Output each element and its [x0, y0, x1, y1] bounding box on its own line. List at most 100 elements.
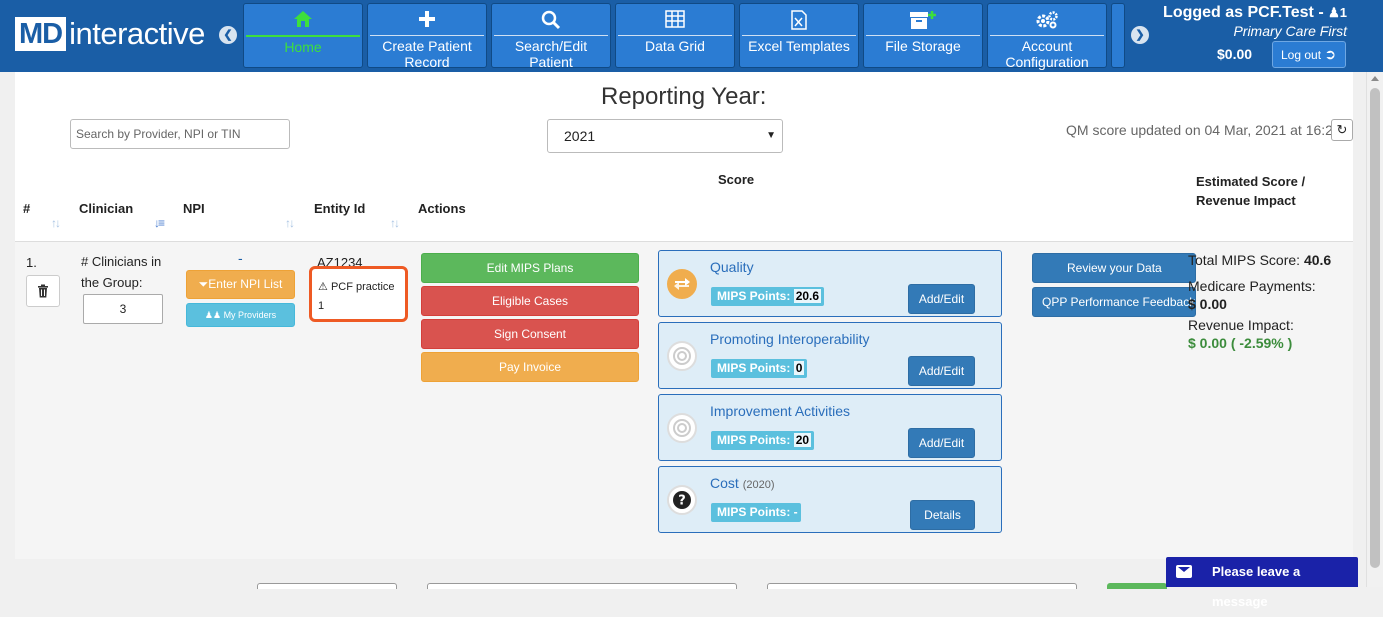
- column-header-clinician[interactable]: Clinician: [79, 201, 134, 216]
- score-title: Quality: [710, 259, 754, 275]
- score-title: Improvement Activities: [710, 403, 850, 419]
- arrows-exchange-icon: [667, 269, 697, 299]
- target-icon: [667, 341, 697, 371]
- nav-scroll-right-icon[interactable]: ❯: [1131, 26, 1149, 44]
- pcf-practice-label: PCF practice: [330, 281, 395, 293]
- mips-points-label: MIPS Points:: [717, 361, 791, 375]
- pay-invoice-button[interactable]: Pay Invoice: [421, 352, 639, 382]
- npi-value[interactable]: -: [238, 250, 243, 266]
- sort-icon[interactable]: ↑↓: [390, 216, 400, 230]
- provider-search-input[interactable]: [70, 119, 290, 149]
- score-title-text: Promoting Interoperability: [710, 331, 870, 347]
- mips-points-value: 20: [793, 433, 812, 447]
- nav-create-patient-record-button[interactable]: Create Patient Record: [367, 3, 487, 70]
- score-title-text: Quality: [710, 259, 754, 275]
- bottom-control[interactable]: [427, 583, 737, 589]
- score-card-promoting-interoperability: Promoting Interoperability MIPS Points: …: [658, 322, 1002, 389]
- nav-data-grid-button[interactable]: Data Grid: [615, 3, 735, 68]
- archive-icon: [864, 10, 982, 30]
- mips-points-value: 0: [793, 361, 805, 375]
- column-header-entity-id[interactable]: Entity Id: [314, 201, 366, 216]
- user-organization: Primary Care First: [1233, 23, 1347, 39]
- sign-consent-button[interactable]: Sign Consent: [421, 319, 639, 349]
- review-your-data-button[interactable]: Review your Data: [1032, 253, 1196, 283]
- logged-as-text: Logged as PCF.Test -: [1163, 4, 1324, 21]
- nav-search-edit-patient-button[interactable]: Search/Edit Patient: [491, 3, 611, 70]
- nav-file-storage-label: File Storage: [866, 35, 980, 54]
- reporting-year-select[interactable]: 2021 ▼: [547, 119, 783, 153]
- mips-points-label: MIPS Points: -: [717, 505, 798, 519]
- qm-score-updated-text: QM score updated on 04 Mar, 2021 at 16:2…: [1066, 122, 1341, 138]
- refresh-score-button[interactable]: ↻: [1331, 119, 1353, 141]
- nav-data-grid-label: Data Grid: [618, 35, 732, 54]
- user-icon[interactable]: ♟1: [1328, 5, 1347, 20]
- my-providers-button[interactable]: ♟♟ My Providers: [186, 303, 295, 327]
- column-header-estimated-score: Estimated Score / Revenue Impact: [1196, 174, 1306, 208]
- sort-icon[interactable]: ↑↓: [285, 216, 295, 230]
- header-divider: [15, 241, 1353, 242]
- sort-icon-active[interactable]: ↓≡: [154, 216, 165, 230]
- chat-widget-button[interactable]: Please leave a message: [1166, 557, 1358, 609]
- target-icon: [667, 413, 697, 443]
- scroll-up-arrow-icon[interactable]: [1371, 76, 1379, 81]
- bottom-control[interactable]: [767, 583, 1077, 589]
- mips-points-label: MIPS Points:: [717, 433, 791, 447]
- clinicians-in-group-label: # Clinicians in the Group:: [81, 254, 162, 290]
- score-title: Promoting Interoperability: [710, 331, 870, 347]
- scrollbar-thumb[interactable]: [1370, 88, 1380, 568]
- reporting-year-label: Reporting Year:: [601, 83, 767, 110]
- enter-npi-list-button[interactable]: ⏷Enter NPI List: [186, 270, 295, 299]
- account-balance: $0.00: [1217, 46, 1253, 62]
- sort-icon[interactable]: ↑↓: [51, 216, 61, 230]
- score-card-improvement-activities: Improvement Activities MIPS Points: 20 A…: [658, 394, 1002, 461]
- top-navigation-bar: MD interactive ❮ Home Create Patient Rec…: [0, 0, 1383, 72]
- page-scrollbar[interactable]: [1366, 72, 1383, 587]
- mips-points-label: MIPS Points:: [717, 289, 791, 303]
- nav-account-configuration-button[interactable]: Account Configuration: [987, 3, 1107, 70]
- nav-excel-templates-label: Excel Templates: [742, 35, 856, 54]
- excel-file-icon: [740, 10, 858, 30]
- nav-excel-templates-button[interactable]: Excel Templates: [739, 3, 859, 68]
- pcf-practice-warning[interactable]: ⚠ PCF practice 1: [309, 266, 408, 322]
- upload-icon: ⏷: [198, 277, 209, 291]
- cost-details-button[interactable]: Details: [910, 500, 975, 530]
- column-header-number: #: [23, 201, 31, 216]
- nav-file-storage-button[interactable]: File Storage: [863, 3, 983, 68]
- score-title-text: Cost: [710, 475, 739, 491]
- envelope-icon: [1176, 565, 1192, 578]
- eligible-cases-button[interactable]: Eligible Cases: [421, 286, 639, 316]
- nav-scroll-left-icon[interactable]: ❮: [219, 26, 237, 44]
- delete-row-button[interactable]: [26, 275, 60, 307]
- column-header-actions: Actions: [418, 201, 466, 216]
- mips-points-badge: MIPS Points: 20.6: [711, 287, 825, 306]
- reporting-year-value: 2021: [564, 128, 596, 144]
- interoperability-add-edit-button[interactable]: Add/Edit: [908, 356, 975, 386]
- qpp-performance-feedback-button[interactable]: QPP Performance Feedback: [1032, 287, 1196, 317]
- improvement-add-edit-button[interactable]: Add/Edit: [908, 428, 975, 458]
- bottom-control[interactable]: [257, 583, 397, 589]
- quality-add-edit-button[interactable]: Add/Edit: [908, 284, 975, 314]
- user-panel: ❯ Logged as PCF.Test - ♟1 Primary Care F…: [1125, 0, 1365, 72]
- warning-icon: ⚠: [318, 281, 328, 293]
- column-header-npi[interactable]: NPI: [183, 201, 205, 216]
- user-badge: 1: [1339, 5, 1347, 20]
- logout-icon: ➲: [1324, 46, 1337, 62]
- md-interactive-logo[interactable]: MD interactive: [15, 16, 205, 51]
- nav-more-button[interactable]: [1111, 3, 1125, 68]
- mips-points-badge: MIPS Points: 20: [711, 431, 815, 450]
- dropdown-caret-icon: ▼: [766, 130, 776, 141]
- logout-button[interactable]: Log out ➲: [1272, 41, 1346, 68]
- clinicians-count-input[interactable]: 3: [83, 294, 163, 324]
- bottom-green-button[interactable]: [1107, 583, 1167, 589]
- home-icon: [244, 10, 362, 30]
- enter-npi-list-label: Enter NPI List: [208, 277, 283, 291]
- question-icon: ?: [667, 485, 697, 515]
- mips-points-badge: MIPS Points: -: [711, 503, 801, 522]
- gears-icon: [988, 10, 1106, 30]
- score-subtitle: (2020): [742, 479, 775, 491]
- nav-search-edit-patient-label: Search/Edit Patient: [494, 35, 608, 70]
- edit-mips-plans-button[interactable]: Edit MIPS Plans: [421, 253, 639, 283]
- nav-home-button[interactable]: Home: [243, 3, 363, 68]
- trash-icon: [38, 284, 48, 298]
- table-icon: [616, 10, 734, 30]
